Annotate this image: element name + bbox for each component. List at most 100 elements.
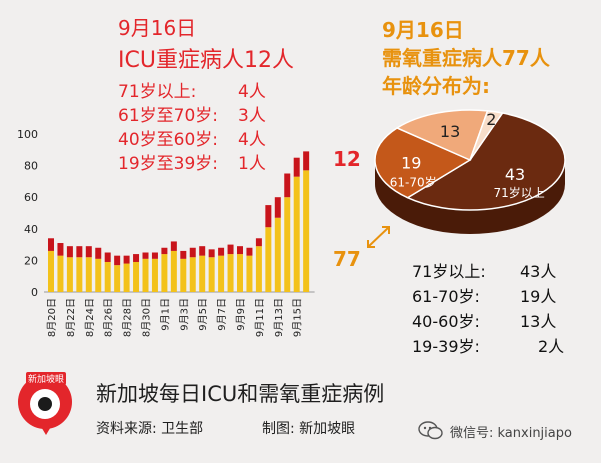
- icu-headline: ICU重症病人12人: [118, 48, 294, 73]
- age-stat-label: 61-70岁:: [412, 287, 480, 306]
- pie-value-label: 43: [505, 165, 525, 184]
- x-tick-label: 9月9日: [235, 298, 247, 331]
- x-tick-label: 9月7日: [216, 298, 228, 331]
- icu-row-value: 4人: [238, 82, 266, 102]
- age-stat-label: 19-39岁:: [412, 337, 480, 356]
- pie-category-label: 71岁以上: [493, 185, 544, 200]
- x-tick-label: 9月3日: [178, 298, 190, 331]
- oxygen-bar: [95, 258, 102, 292]
- icu-bar: [199, 246, 206, 256]
- oxygen-headline: 需氧重症病人77人: [382, 46, 550, 70]
- oxygen-bar: [189, 257, 196, 292]
- icu-row-label: 61岁至70岁:: [118, 106, 218, 126]
- eye-icon: [30, 389, 60, 419]
- pie-value-label: 13: [440, 122, 460, 141]
- icu-bar: [85, 246, 92, 258]
- x-tick-label: 8月20日: [46, 298, 58, 337]
- oxygen-bar: [114, 265, 121, 292]
- age-stat-row: 19-39岁: 2人: [412, 333, 564, 357]
- icu-bar: [66, 246, 73, 258]
- y-tick-label: 40: [24, 223, 38, 236]
- x-tick-label: 8月28日: [122, 298, 134, 337]
- icu-row-label: 19岁至39岁:: [118, 154, 218, 174]
- oxygen-callout: 77: [333, 247, 361, 271]
- pie-slice: [374, 127, 472, 199]
- x-tick-label: 9月15日: [292, 298, 304, 337]
- daily-cases-bar-chart: 0 20 40 60 80 100 8月20日 8月22日 8月24日 8月26日 8月28日 8月3…: [17, 128, 315, 337]
- icu-row-label: 40岁至60岁:: [118, 130, 218, 150]
- x-tick-label: 8月24日: [84, 298, 96, 337]
- oxygen-bar: [208, 257, 215, 292]
- icu-bar: [170, 241, 177, 251]
- oxygen-bar: [142, 258, 149, 292]
- oxygen-bar: [161, 254, 168, 292]
- oxygen-bar: [199, 255, 206, 292]
- data-source: 资料来源: 卫生部: [96, 421, 204, 437]
- oxygen-bar: [265, 227, 272, 292]
- age-stat-value: 13人: [520, 312, 557, 331]
- oxygen-bar: [218, 255, 225, 292]
- icu-bar: [48, 238, 54, 251]
- icu-bar: [227, 244, 234, 255]
- oxygen-bar: [274, 217, 281, 292]
- pie-side-wall: [375, 160, 565, 234]
- oxygen-bar: [293, 176, 300, 292]
- pie-value-label: 19: [401, 153, 421, 172]
- oxygen-bar: [246, 255, 253, 292]
- age-stat-label: 71岁以上:: [412, 262, 486, 281]
- icu-bar: [208, 249, 215, 258]
- icu-row-value: 4人: [238, 130, 266, 150]
- oxygen-bar: [66, 257, 73, 292]
- icu-bar: [218, 247, 225, 256]
- x-tick-label: 8月26日: [103, 298, 115, 337]
- icu-bar: [265, 205, 272, 228]
- age-stat-row: 71岁以上: 43人: [412, 258, 556, 282]
- pie-slice: [469, 110, 504, 161]
- icu-bar: [142, 252, 149, 259]
- icu-bar: [284, 173, 291, 198]
- oxygen-bar: [133, 261, 140, 292]
- icu-bar: [151, 252, 158, 259]
- y-tick-label: 100: [17, 128, 38, 141]
- oxygen-bar: [85, 257, 92, 292]
- icu-bar: [95, 247, 102, 259]
- y-tick-label: 60: [24, 191, 38, 204]
- icu-bar: [180, 250, 187, 259]
- x-tick-label: 8月22日: [65, 298, 77, 337]
- icu-bar: [76, 246, 83, 258]
- oxygen-bar: [57, 255, 64, 292]
- right-date: 9月16日: [382, 18, 464, 42]
- icu-bar: [104, 252, 111, 262]
- x-tick-label: 9月5日: [197, 298, 209, 331]
- icu-bar: [123, 255, 130, 264]
- age-stat-row: 61-70岁: 19人: [412, 283, 556, 307]
- icu-bar: [274, 197, 281, 218]
- icu-bar: [189, 247, 196, 258]
- x-tick-label: 9月13日: [273, 298, 285, 337]
- y-tick-label: 0: [31, 286, 38, 299]
- pie-value-label: 2: [486, 110, 496, 129]
- pie-slice: [395, 109, 489, 162]
- icu-row-label: 71岁以上:: [118, 82, 197, 102]
- oxygen-bar: [237, 254, 243, 292]
- pie-category-label: 61-70岁: [390, 174, 437, 189]
- oxygen-bar: [123, 263, 130, 292]
- chart-maker: 制图: 新加坡眼: [262, 421, 356, 437]
- oxygen-bar: [48, 250, 54, 292]
- icu-bar: [237, 246, 243, 255]
- oxygen-bar: [227, 254, 234, 292]
- age-distribution-heading: 年龄分布为:: [382, 74, 490, 98]
- oxygen-bar: [284, 197, 291, 292]
- icu-row-value: 1人: [238, 154, 266, 174]
- oxygen-bar: [180, 258, 187, 292]
- footer-title: 新加坡每日ICU和需氧重症病例: [96, 382, 385, 406]
- icu-bar: [303, 151, 310, 171]
- age-stat-row: 40-60岁: 13人: [412, 308, 556, 332]
- oxygen-bar: [104, 261, 111, 292]
- logo-text: 新加坡眼: [26, 372, 67, 385]
- icu-row-value: 3人: [238, 106, 266, 126]
- age-stat-value: 19人: [520, 287, 557, 306]
- icu-bar: [293, 157, 300, 177]
- oxygen-bar: [303, 170, 310, 292]
- icu-bar: [57, 243, 64, 256]
